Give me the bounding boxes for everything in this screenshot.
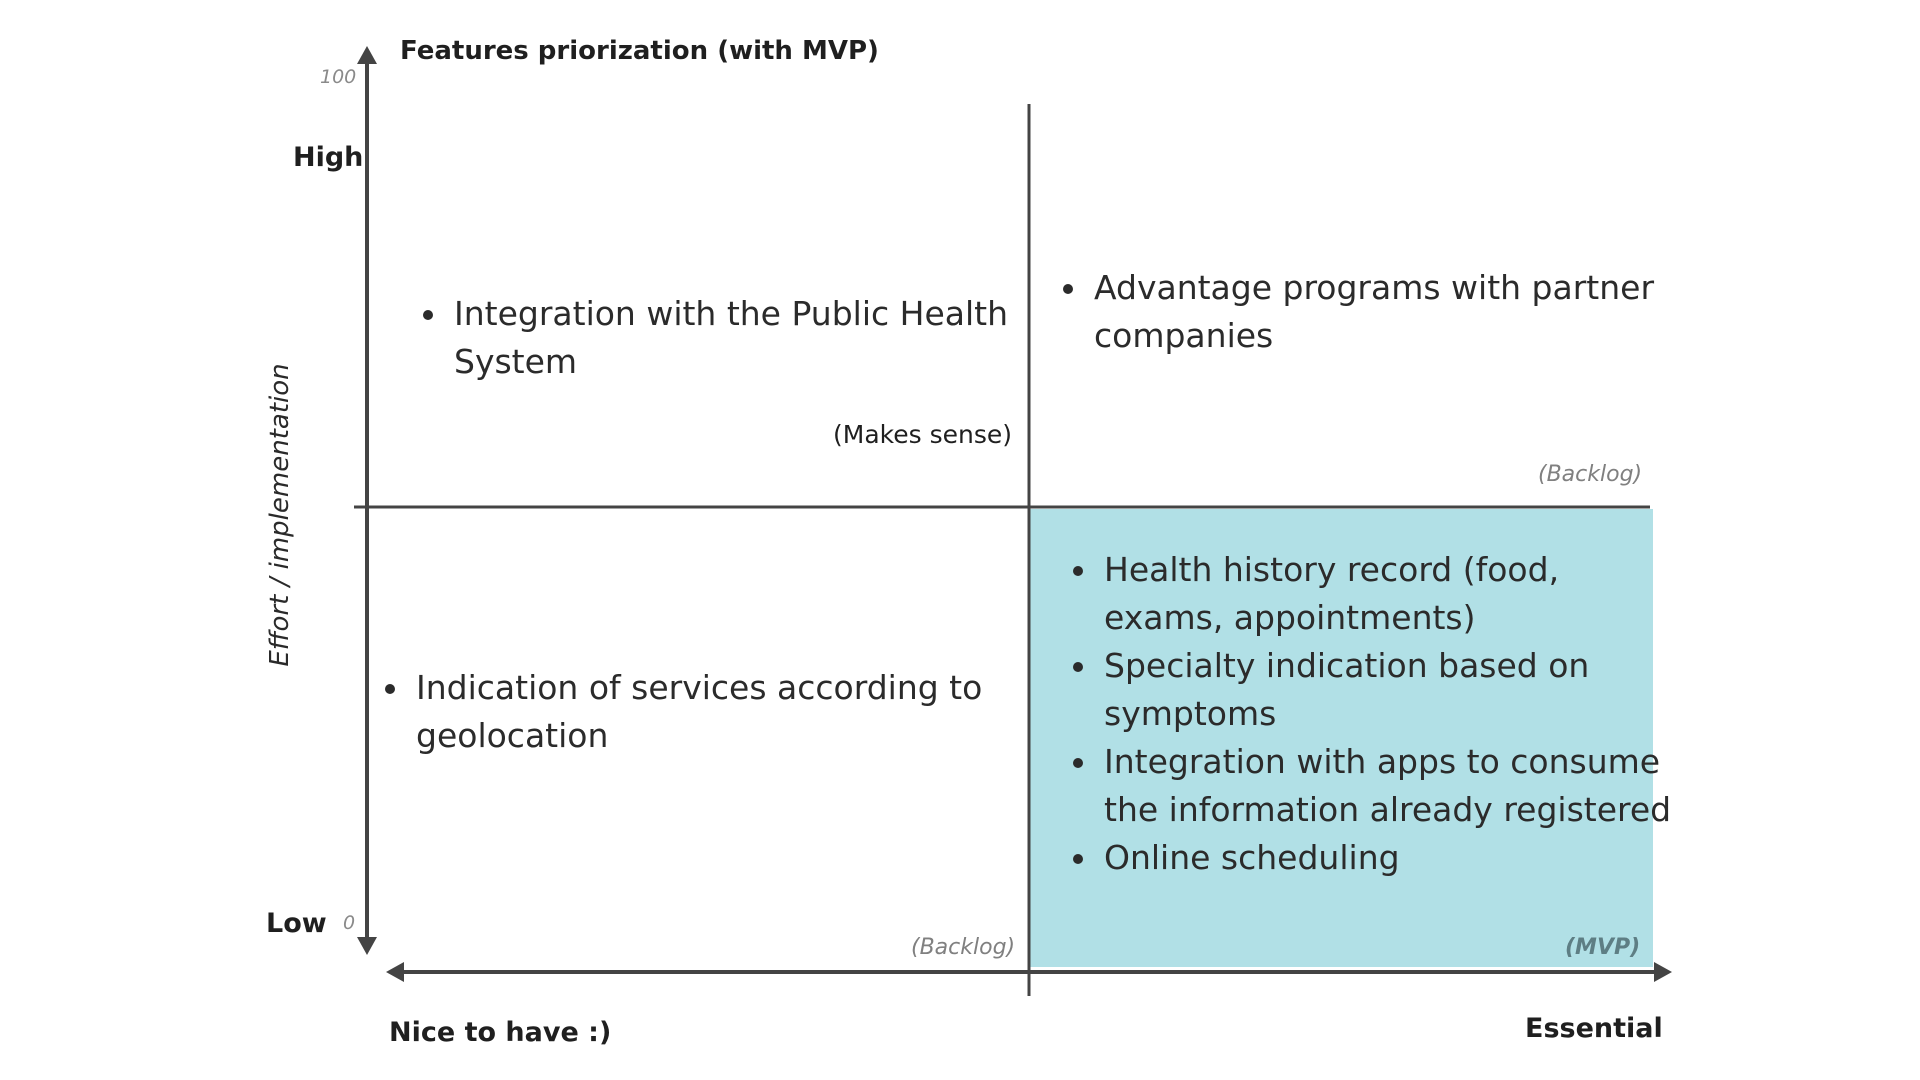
- x-axis-label-high: Essential: [1525, 1013, 1663, 1044]
- quadrant-bottom-right-list: Health history record (food, exams, appo…: [1070, 546, 1680, 882]
- list-item: Specialty indication based on symptoms: [1100, 642, 1680, 738]
- quadrant-bottom-left-list: Indication of services according to geol…: [382, 664, 1052, 760]
- list-item: Integration with apps to consume the inf…: [1100, 738, 1680, 834]
- y-axis-arrow-up: [357, 46, 377, 64]
- y-axis-tick-max: 100: [320, 66, 357, 88]
- list-item: Indication of services according to geol…: [412, 664, 1052, 760]
- list-item: Integration with the Public Health Syste…: [450, 290, 1020, 386]
- list-item: Health history record (food, exams, appo…: [1100, 546, 1680, 642]
- list-item: Online scheduling: [1100, 834, 1680, 882]
- quadrant-top-right-list: Advantage programs with partner companie…: [1060, 264, 1690, 360]
- x-axis-arrow-left: [386, 962, 404, 982]
- y-axis-tick-min: 0: [343, 912, 356, 934]
- x-axis-arrow-right: [1654, 962, 1672, 982]
- mvp-quadrant-highlight: [1030, 509, 1653, 967]
- quadrant-top-left-list: Integration with the Public Health Syste…: [420, 290, 1020, 386]
- y-axis-arrow-down: [357, 937, 377, 955]
- quadrant-top-right-tag: (Backlog): [1538, 462, 1643, 487]
- x-axis-label-low: Nice to have :): [389, 1017, 612, 1048]
- quadrant-top-left-tag: (Makes sense): [833, 420, 1012, 449]
- quadrant-bottom-left-tag: (Backlog): [911, 935, 1016, 960]
- y-axis-level-low: Low: [266, 908, 327, 939]
- diagram-title: Features priorization (with MVP): [400, 36, 879, 66]
- list-item: Advantage programs with partner companie…: [1090, 264, 1690, 360]
- quadrant-bottom-right-tag: (MVP): [1565, 935, 1641, 960]
- y-axis-level-high: High: [293, 142, 364, 173]
